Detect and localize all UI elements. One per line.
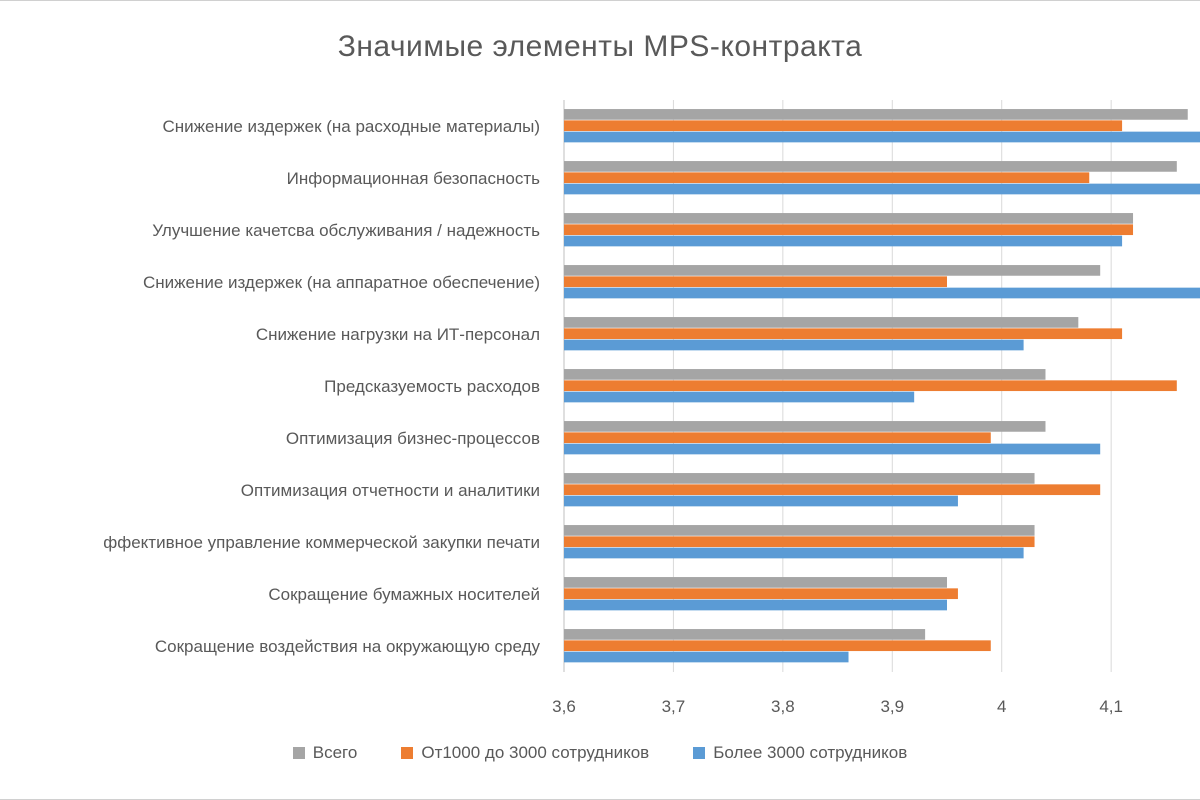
x-tick-label: 4 (997, 697, 1006, 716)
bar (564, 276, 947, 288)
bar (564, 421, 1046, 432)
bar (564, 651, 849, 663)
x-tick-label: 3,6 (552, 697, 576, 716)
bar (564, 391, 915, 403)
legend-swatch-1000-3000 (401, 747, 414, 759)
category-label: Информационная безопасность (287, 169, 540, 188)
legend-label-1000-3000: От1000 до 3000 сотрудников (421, 743, 650, 762)
legend-swatch-total (292, 747, 305, 759)
bar (564, 369, 1046, 380)
category-label: Предсказуемость расходов (324, 377, 540, 396)
chart-title: Значимые элементы MPS-контракта (337, 30, 863, 63)
category-label: Снижение издержек (на расходные материал… (162, 117, 540, 136)
bar (564, 629, 926, 640)
bar (564, 265, 1101, 276)
bar (564, 443, 1101, 455)
x-tick-label: 3,9 (880, 697, 904, 716)
legend-item-total: Всего (292, 743, 358, 763)
bar (564, 484, 1101, 496)
legend: Всего От1000 до 3000 сотрудников Более 3… (0, 743, 1200, 763)
legend-item-over-3000: Более 3000 сотрудников (693, 743, 907, 763)
legend-label-total: Всего (312, 743, 358, 762)
x-tick-label: 3,8 (771, 697, 795, 716)
x-tick-label: 3,7 (662, 697, 686, 716)
bar (564, 588, 958, 600)
bar (564, 224, 1134, 236)
bar (564, 380, 1177, 392)
bar (564, 120, 1123, 132)
category-label: Оптимизация бизнес-процессов (286, 429, 540, 448)
category-label: Сокращение воздействия на окружающую сре… (155, 637, 541, 656)
bar (564, 235, 1123, 247)
bar (564, 183, 1200, 195)
category-label: Улучшение качетсва обслуживания / надежн… (152, 221, 540, 240)
bar (564, 473, 1035, 484)
category-label: Оптимизация отчетности и аналитики (241, 481, 540, 500)
bar (564, 161, 1177, 172)
legend-swatch-over-3000 (693, 747, 706, 759)
legend-item-1000-3000: От1000 до 3000 сотрудников (401, 743, 649, 763)
bar (564, 172, 1090, 184)
bar (564, 536, 1035, 548)
bar (564, 317, 1079, 328)
bar (564, 328, 1123, 340)
bar (564, 525, 1035, 536)
bar (564, 109, 1188, 120)
bar (564, 213, 1134, 224)
bar (564, 432, 991, 444)
bar (564, 547, 1024, 559)
bar (564, 495, 958, 507)
bar (564, 577, 947, 588)
category-label: ффективное управление коммерческой закуп… (103, 533, 540, 552)
bar (564, 339, 1024, 351)
bar (564, 599, 947, 611)
bar (564, 287, 1200, 299)
bar (564, 640, 991, 652)
category-label: Снижение нагрузки на ИТ-персонал (256, 325, 540, 344)
legend-label-over-3000: Более 3000 сотрудников (713, 743, 908, 762)
x-tick-label: 4,1 (1099, 697, 1123, 716)
category-label: Снижение издержек (на аппаратное обеспеч… (143, 273, 540, 292)
bar (564, 131, 1200, 143)
category-label: Сокращение бумажных носителей (268, 585, 540, 604)
